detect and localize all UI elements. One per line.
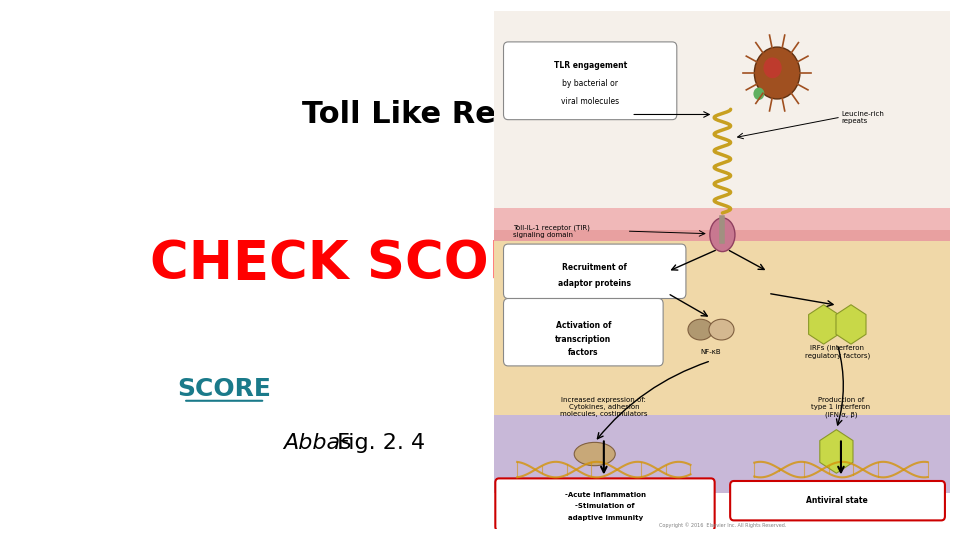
Ellipse shape bbox=[708, 319, 734, 340]
Text: Antiviral state: Antiviral state bbox=[806, 496, 868, 505]
Ellipse shape bbox=[688, 319, 713, 340]
Text: Fig. 2. 4: Fig. 2. 4 bbox=[330, 433, 425, 453]
Text: Leucine-rich
repeats: Leucine-rich repeats bbox=[841, 111, 884, 124]
Text: viral molecules: viral molecules bbox=[561, 97, 619, 106]
Text: Copyright © 2016  Elsevier Inc. All Rights Reserved.: Copyright © 2016 Elsevier Inc. All Right… bbox=[659, 523, 786, 528]
Text: NF-κB: NF-κB bbox=[701, 349, 721, 355]
Bar bbox=[494, 11, 950, 218]
Text: adaptive immunity: adaptive immunity bbox=[567, 515, 643, 521]
Text: transcription: transcription bbox=[555, 335, 612, 344]
Text: Production of
type 1 interferon
(IFN α, β): Production of type 1 interferon (IFN α, … bbox=[811, 397, 871, 417]
FancyBboxPatch shape bbox=[504, 299, 663, 366]
Text: -Stimulation of: -Stimulation of bbox=[575, 503, 635, 509]
Circle shape bbox=[763, 57, 781, 78]
Text: Increased expression of:
Cytokines, adhesion
molecules, costimulators: Increased expression of: Cytokines, adhe… bbox=[560, 397, 648, 417]
Text: factors: factors bbox=[568, 348, 599, 357]
Text: Abbas: Abbas bbox=[284, 433, 352, 453]
Text: adaptor proteins: adaptor proteins bbox=[558, 280, 632, 288]
Text: CHECK SCORE: CHECK SCORE bbox=[150, 238, 565, 291]
FancyBboxPatch shape bbox=[495, 478, 714, 531]
Text: by bacterial or: by bacterial or bbox=[563, 79, 618, 88]
Text: -Acute inflammation: -Acute inflammation bbox=[564, 492, 646, 498]
Text: TLR engagement: TLR engagement bbox=[554, 60, 627, 70]
Bar bbox=[494, 493, 950, 529]
FancyBboxPatch shape bbox=[504, 42, 677, 120]
Bar bbox=[494, 230, 950, 241]
Circle shape bbox=[755, 47, 800, 99]
Text: Activation of: Activation of bbox=[556, 321, 612, 330]
Bar bbox=[494, 241, 950, 436]
FancyBboxPatch shape bbox=[731, 481, 945, 521]
FancyBboxPatch shape bbox=[504, 244, 685, 299]
Ellipse shape bbox=[709, 218, 735, 252]
Circle shape bbox=[754, 87, 764, 100]
Text: IRFs (interferon
regulatory factors): IRFs (interferon regulatory factors) bbox=[804, 345, 870, 359]
Text: Toll Like Receptor Signaling: Toll Like Receptor Signaling bbox=[302, 100, 779, 129]
Bar bbox=[494, 208, 950, 231]
Ellipse shape bbox=[574, 442, 615, 465]
Text: SCORE: SCORE bbox=[178, 377, 271, 401]
Text: Recruitment of: Recruitment of bbox=[563, 263, 627, 272]
Text: Toll-IL-1 receptor (TIR)
signaling domain: Toll-IL-1 receptor (TIR) signaling domai… bbox=[513, 224, 589, 238]
Bar bbox=[494, 415, 950, 498]
